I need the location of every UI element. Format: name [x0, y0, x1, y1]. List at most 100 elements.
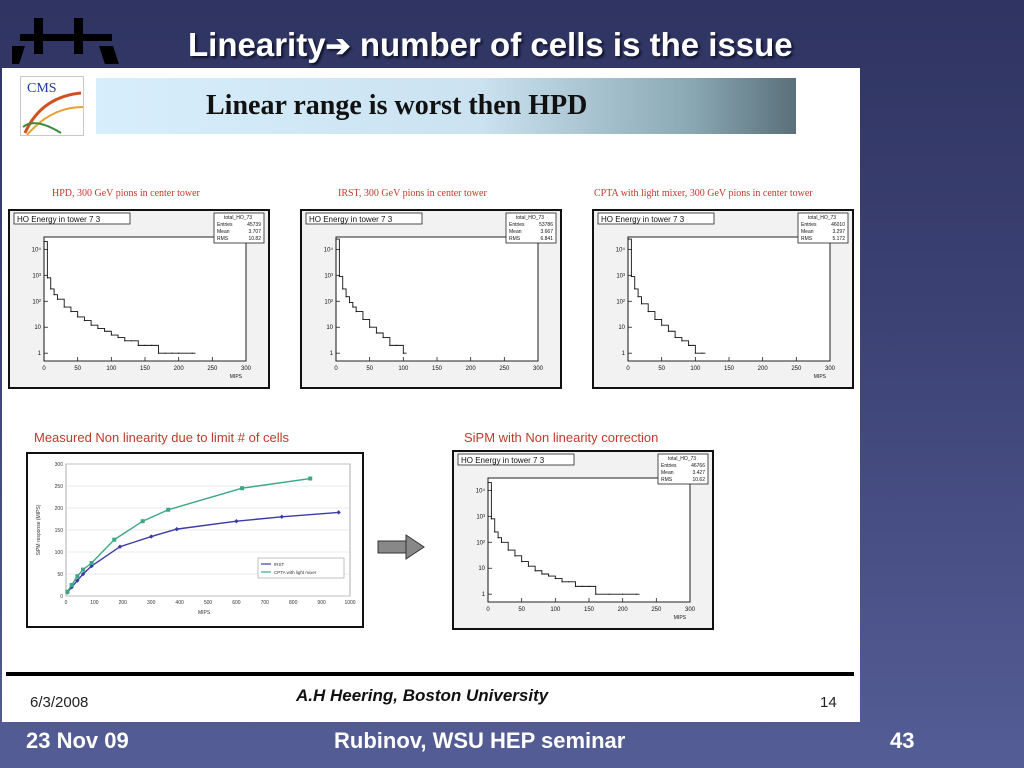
x-tick-label: 0 — [626, 366, 630, 372]
x-tick-label: 200 — [618, 607, 629, 613]
histogram-series — [627, 238, 706, 361]
stats-name: total_HO_73 — [516, 215, 544, 221]
embedded-slide: CMS Linear range is worst then HPD HPD, … — [2, 68, 860, 722]
x-tick-label: 900 — [317, 600, 326, 606]
x-tick-label: 200 — [174, 366, 185, 372]
histogram-bin — [63, 306, 65, 308]
x-tick-label: 100 — [690, 366, 701, 372]
hist-title: HO Energy in tower 7 3 — [17, 215, 101, 224]
histogram-bin — [396, 344, 398, 346]
histogram-bin — [402, 352, 404, 354]
data-point-cpta — [69, 583, 74, 587]
right-block-arrow-icon — [377, 534, 425, 560]
hist-caption-hpd: HPD, 300 GeV pions in center tower — [52, 188, 200, 199]
x-tick-label: 300 — [825, 366, 836, 372]
y-tick-label: 10⁴ — [324, 246, 334, 253]
stats-value: 46010 — [831, 222, 845, 228]
y-tick-label: 10³ — [32, 273, 41, 279]
stats-name: total_HO_73 — [668, 456, 696, 462]
histogram-bin — [494, 531, 496, 533]
x-tick-label: 250 — [499, 366, 510, 372]
y-tick-label: 10⁴ — [32, 246, 42, 253]
x-tick-label: 50 — [518, 607, 525, 613]
y-axis-label: SiPM response (MIPS) — [36, 504, 42, 555]
histogram-bin — [595, 593, 597, 595]
histogram-hpd: HO Energy in tower 7 3 total_HO_73Entries… — [8, 209, 270, 389]
x-tick-label: 500 — [204, 600, 213, 606]
data-point-cpta — [81, 567, 86, 572]
hist-title-box — [13, 212, 131, 225]
data-point-irst — [80, 571, 86, 577]
histogram-series — [335, 238, 407, 361]
x-axis-label: MIPS — [230, 374, 243, 380]
x-tick-label: 250 — [651, 607, 662, 613]
y-tick-label: 250 — [55, 484, 64, 490]
histogram-bin — [630, 275, 632, 278]
stats-value: 46766 — [691, 463, 705, 469]
histogram-bin — [178, 352, 180, 354]
cms-swirl-icon — [22, 91, 84, 136]
stats-label: Mean — [661, 470, 674, 476]
histogram-bin — [490, 518, 492, 520]
x-tick-label: 700 — [261, 600, 270, 606]
x-axis-label: MIPS — [814, 374, 827, 380]
histogram-bin — [157, 352, 160, 354]
stats-box — [657, 453, 709, 485]
histogram-cpta: HO Energy in tower 7 3 total_HO_73Entries… — [592, 209, 854, 389]
x-tick-label: 150 — [140, 366, 151, 372]
title-suffix: number of cells is the issue — [350, 26, 793, 63]
y-tick-label: 1 — [330, 351, 334, 357]
y-tick-label: 10³ — [616, 273, 625, 279]
histogram-series — [43, 241, 196, 361]
histogram-bin — [581, 585, 583, 587]
stats-value: 45739 — [247, 222, 261, 228]
plot-area — [627, 236, 831, 362]
histogram-bin — [588, 585, 590, 587]
y-tick-label: 10² — [476, 540, 485, 546]
histogram-bin — [635, 593, 637, 595]
histogram-bin — [342, 288, 344, 290]
histogram-bin — [362, 318, 364, 321]
stats-value: 3.297 — [832, 229, 845, 235]
series-line-cpta — [66, 477, 311, 592]
y-tick-label: 300 — [55, 462, 64, 468]
x-tick-label: 250 — [791, 366, 802, 372]
stats-box — [213, 212, 265, 244]
hist-title: HO Energy in tower 7 3 — [461, 456, 545, 465]
title-prefix: Linearity — [188, 26, 326, 63]
x-tick-label: 1000 — [344, 600, 355, 606]
histogram-bin — [335, 238, 337, 240]
stats-label: Entries — [661, 463, 677, 469]
stats-label: RMS — [661, 477, 673, 483]
histogram-bin — [144, 344, 146, 346]
y-tick-label: 0 — [60, 594, 63, 600]
x-axis-label: MIPS — [674, 615, 687, 621]
y-tick-label: 10² — [616, 299, 625, 305]
histogram-bin — [568, 581, 570, 583]
histogram-bin — [674, 336, 676, 339]
histogram-bin — [369, 326, 371, 328]
y-tick-label: 1 — [482, 592, 486, 598]
histogram-bin — [541, 573, 543, 575]
histogram-bin — [487, 481, 489, 484]
histogram-bin — [77, 316, 79, 318]
corrected-plot-caption: SiPM with Non linearity correction — [464, 430, 659, 445]
banner: Linear range is worst then HPD — [96, 78, 796, 134]
data-point-cpta — [89, 561, 94, 565]
histogram-bin — [124, 340, 126, 342]
y-tick-label: 10 — [618, 325, 625, 331]
x-tick-label: 200 — [466, 366, 477, 372]
y-tick-label: 10³ — [324, 273, 333, 279]
data-point-cpta — [112, 537, 117, 542]
histogram-bin — [90, 324, 92, 326]
stats-name: total_HO_73 — [224, 215, 252, 221]
histogram-bin — [681, 340, 683, 342]
histogram-bin — [50, 288, 52, 290]
histogram-bin — [137, 344, 139, 346]
y-tick-label: 50 — [57, 572, 63, 578]
data-point-cpta — [308, 476, 313, 481]
data-point-cpta — [240, 486, 245, 491]
histogram-bin — [382, 336, 384, 339]
histogram-bin — [561, 581, 563, 583]
x-tick-label: 0 — [42, 366, 46, 372]
